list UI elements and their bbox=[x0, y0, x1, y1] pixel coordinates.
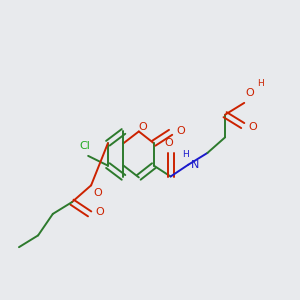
Text: O: O bbox=[165, 138, 173, 148]
Text: O: O bbox=[248, 122, 257, 132]
Text: H: H bbox=[257, 79, 264, 88]
Text: O: O bbox=[176, 126, 185, 136]
Text: O: O bbox=[95, 207, 104, 218]
Text: N: N bbox=[190, 160, 199, 170]
Text: H: H bbox=[182, 150, 189, 159]
Text: O: O bbox=[138, 122, 147, 132]
Text: O: O bbox=[94, 188, 102, 198]
Text: Cl: Cl bbox=[79, 141, 90, 151]
Text: O: O bbox=[246, 88, 254, 98]
